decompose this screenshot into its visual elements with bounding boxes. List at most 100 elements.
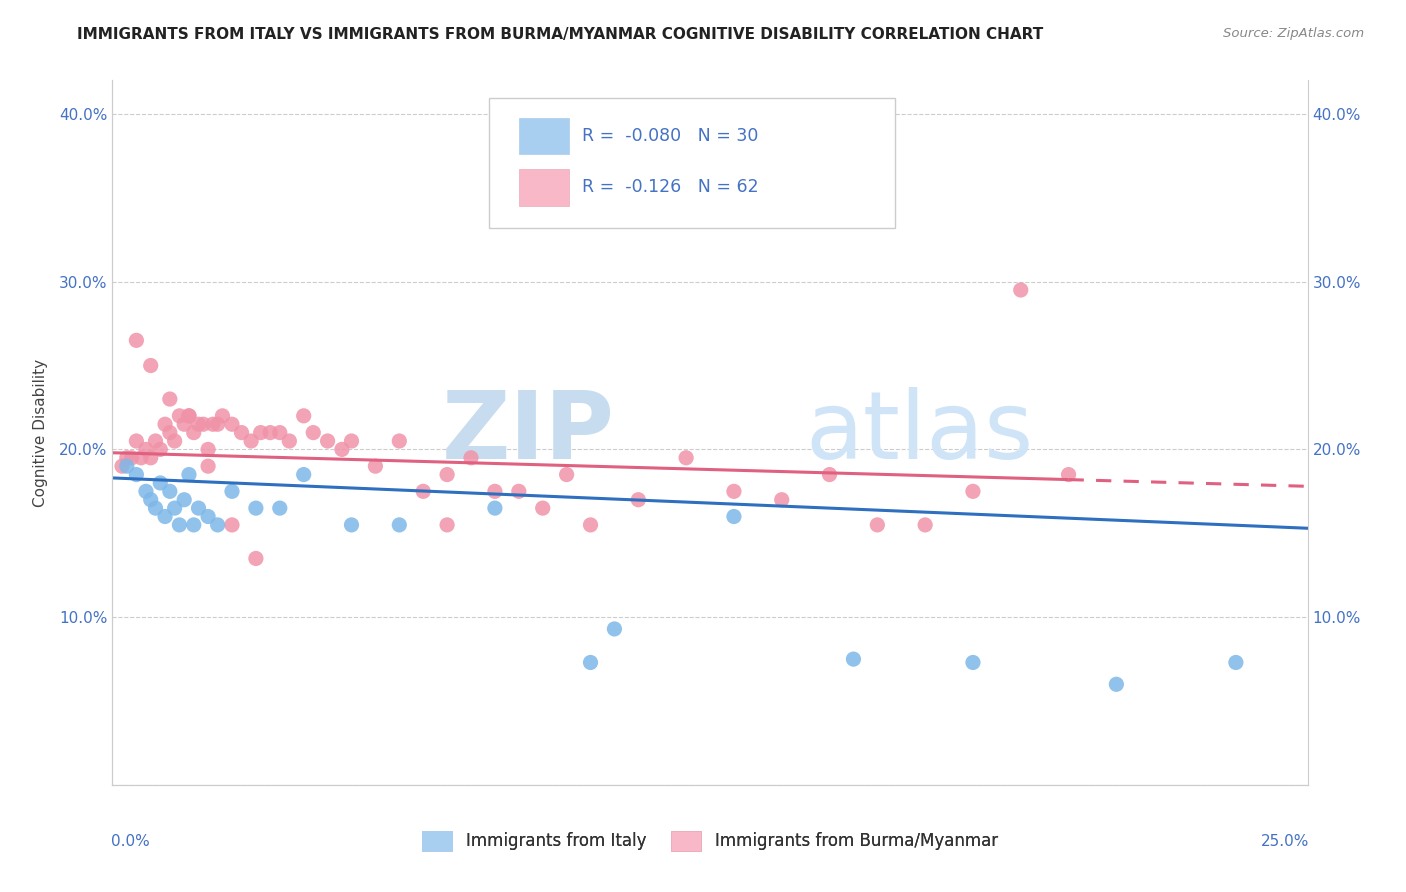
Text: 25.0%: 25.0% bbox=[1260, 834, 1309, 849]
Point bbox=[770, 492, 793, 507]
Point bbox=[627, 492, 650, 507]
Point bbox=[125, 334, 148, 348]
Point bbox=[221, 517, 243, 532]
Point bbox=[207, 517, 229, 532]
Point bbox=[842, 652, 865, 666]
Point bbox=[245, 551, 267, 566]
Point bbox=[163, 501, 186, 516]
Point bbox=[914, 517, 936, 532]
Point bbox=[153, 417, 176, 432]
Point bbox=[121, 450, 143, 465]
Point bbox=[187, 501, 209, 516]
Point bbox=[723, 484, 745, 499]
FancyBboxPatch shape bbox=[519, 118, 569, 154]
Point bbox=[259, 425, 281, 440]
Point bbox=[818, 467, 841, 482]
Point bbox=[193, 417, 215, 432]
Point bbox=[115, 459, 138, 474]
Point bbox=[145, 434, 167, 448]
Point bbox=[278, 434, 301, 448]
Point bbox=[245, 501, 267, 516]
Point bbox=[508, 484, 530, 499]
Point bbox=[169, 517, 191, 532]
Point bbox=[555, 467, 578, 482]
Point bbox=[169, 409, 191, 423]
Point bbox=[149, 475, 172, 490]
Point bbox=[388, 517, 411, 532]
Text: atlas: atlas bbox=[806, 386, 1033, 479]
Point bbox=[531, 501, 554, 516]
Point bbox=[183, 517, 205, 532]
Point bbox=[231, 425, 253, 440]
Point bbox=[135, 442, 157, 457]
Point bbox=[1057, 467, 1080, 482]
Point bbox=[436, 517, 458, 532]
Point bbox=[187, 417, 209, 432]
Point bbox=[177, 409, 200, 423]
Point bbox=[221, 417, 243, 432]
Point bbox=[201, 417, 224, 432]
Point bbox=[139, 492, 162, 507]
Text: 0.0%: 0.0% bbox=[111, 834, 150, 849]
Point bbox=[197, 509, 219, 524]
Point bbox=[484, 484, 506, 499]
Point bbox=[962, 656, 984, 670]
Point bbox=[149, 442, 172, 457]
Point bbox=[197, 442, 219, 457]
Text: IMMIGRANTS FROM ITALY VS IMMIGRANTS FROM BURMA/MYANMAR COGNITIVE DISABILITY CORR: IMMIGRANTS FROM ITALY VS IMMIGRANTS FROM… bbox=[77, 27, 1043, 42]
Point bbox=[177, 467, 200, 482]
Point bbox=[330, 442, 353, 457]
Point bbox=[159, 425, 181, 440]
Point bbox=[115, 450, 138, 465]
Point bbox=[269, 425, 291, 440]
Point bbox=[159, 392, 181, 406]
Point bbox=[173, 492, 195, 507]
Point bbox=[159, 484, 181, 499]
Point bbox=[207, 417, 229, 432]
Point bbox=[269, 501, 291, 516]
Point bbox=[221, 484, 243, 499]
Point bbox=[388, 434, 411, 448]
Point bbox=[866, 517, 889, 532]
Point bbox=[460, 450, 482, 465]
Point bbox=[249, 425, 271, 440]
Point bbox=[340, 434, 363, 448]
Point bbox=[240, 434, 263, 448]
Point bbox=[111, 459, 134, 474]
Point bbox=[183, 425, 205, 440]
Point bbox=[723, 509, 745, 524]
Text: R =  -0.080   N = 30: R = -0.080 N = 30 bbox=[582, 127, 758, 145]
Point bbox=[579, 517, 602, 532]
Point bbox=[675, 450, 697, 465]
Point bbox=[412, 484, 434, 499]
Point bbox=[125, 467, 148, 482]
Point bbox=[292, 467, 315, 482]
Y-axis label: Cognitive Disability: Cognitive Disability bbox=[32, 359, 48, 507]
Point bbox=[177, 409, 200, 423]
Point bbox=[197, 459, 219, 474]
Point bbox=[211, 409, 233, 423]
Point bbox=[603, 622, 626, 636]
Point bbox=[139, 450, 162, 465]
Point bbox=[302, 425, 325, 440]
Text: Source: ZipAtlas.com: Source: ZipAtlas.com bbox=[1223, 27, 1364, 40]
Point bbox=[129, 450, 152, 465]
Point bbox=[135, 484, 157, 499]
Point bbox=[484, 501, 506, 516]
Point bbox=[163, 434, 186, 448]
Text: R =  -0.126   N = 62: R = -0.126 N = 62 bbox=[582, 178, 759, 196]
Point bbox=[1105, 677, 1128, 691]
Point bbox=[436, 467, 458, 482]
Point bbox=[316, 434, 339, 448]
Point bbox=[1225, 656, 1247, 670]
Point bbox=[139, 359, 162, 373]
Point bbox=[173, 417, 195, 432]
Point bbox=[153, 509, 176, 524]
Point bbox=[125, 434, 148, 448]
Text: ZIP: ZIP bbox=[441, 386, 614, 479]
Point bbox=[340, 517, 363, 532]
Point bbox=[145, 501, 167, 516]
Point bbox=[579, 656, 602, 670]
Point bbox=[962, 484, 984, 499]
Point bbox=[292, 409, 315, 423]
